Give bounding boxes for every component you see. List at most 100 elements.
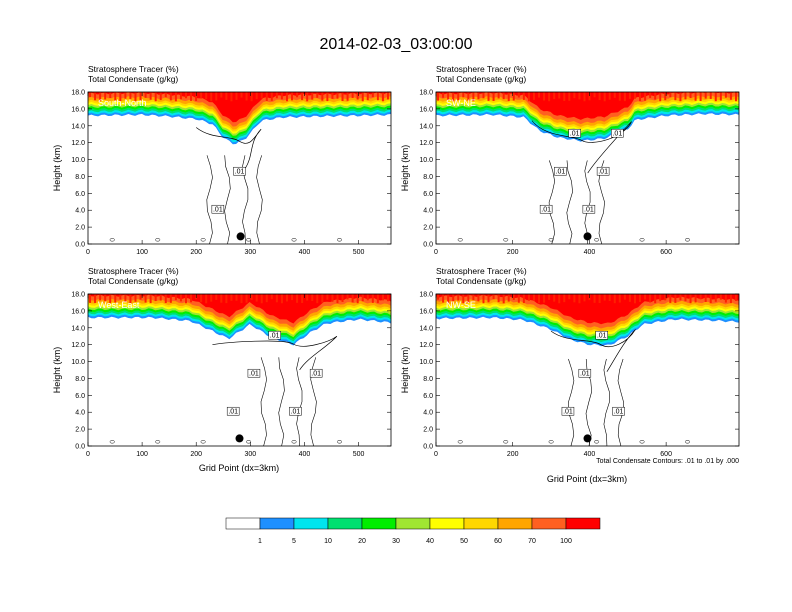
condensate-contour-cell: [109, 238, 115, 242]
tracer-streak: [265, 294, 268, 303]
contour-label: .01: [570, 131, 580, 138]
tracer-streak: [517, 92, 520, 98]
tracer-streak: [99, 294, 102, 301]
colorbar-label: 10: [324, 538, 332, 545]
y-tick-label: 10.0: [419, 359, 433, 366]
contour-label: .01: [228, 409, 238, 416]
plot-frame: [435, 293, 740, 447]
tracer-streak: [578, 294, 581, 304]
tracer-streak: [104, 92, 107, 100]
tracer-streak: [472, 294, 475, 301]
tracer-streak: [729, 92, 732, 100]
tracer-streak: [598, 92, 601, 101]
tracer-streak: [190, 92, 193, 101]
tracer-streak: [149, 294, 152, 304]
tracer-streak: [230, 92, 233, 102]
tracer-streak: [356, 294, 359, 304]
tracer-streak: [482, 92, 485, 99]
tracer-streak: [694, 92, 697, 101]
condensate-contour-column: [224, 155, 231, 244]
colorbar-label: 50: [460, 538, 468, 545]
condensate-contour-column: [260, 357, 267, 446]
contour-label-box: [554, 166, 567, 176]
tracer-streak: [679, 294, 682, 301]
y-tick-label: 8.0: [75, 174, 85, 181]
y-tick-label: 8.0: [423, 174, 433, 181]
tracer-streak: [129, 294, 132, 304]
panel-header-line: Total Condensate (g/kg): [88, 74, 178, 84]
tracer-streak: [296, 294, 299, 303]
y-tick-label: 12.0: [71, 140, 85, 147]
tracer-streak: [169, 294, 172, 303]
tracer-streak: [492, 294, 495, 300]
y-axis-label: Height (km): [52, 145, 62, 192]
tracer-streak: [366, 92, 369, 101]
colorbar: 1 5 10 20 30 40 50 60 70 100: [225, 517, 601, 545]
y-tick-label: 0.0: [75, 444, 85, 451]
panel-header-line: Stratosphere Tracer (%): [436, 266, 527, 276]
contour-label: .01: [614, 409, 624, 416]
tracer-streak: [179, 294, 182, 302]
tracer-streak: [210, 294, 213, 302]
tracer-streak: [507, 92, 510, 102]
condensate-contour-column: [278, 357, 285, 446]
tracer-streak: [371, 92, 374, 98]
plot-frame: [87, 91, 392, 245]
tracer-streak: [538, 294, 541, 304]
y-tick-label: 16.0: [71, 106, 85, 113]
y-tick-label: 2.0: [75, 225, 85, 232]
y-tick-label: 6.0: [75, 393, 85, 400]
x-tick-label: 600: [660, 451, 672, 458]
tracer-streak: [674, 92, 677, 101]
tracer-streak: [326, 92, 329, 102]
tracer-streak: [336, 92, 339, 99]
storm-center-marker: [583, 434, 592, 443]
y-tick-label: 16.0: [419, 106, 433, 113]
tracer-streak: [386, 294, 389, 302]
y-tick-label: 18.0: [71, 292, 85, 299]
tracer-streak: [265, 92, 268, 101]
tracer-streak: [291, 294, 294, 301]
tracer-streak: [477, 294, 480, 302]
condensate-contour-cell: [200, 440, 206, 444]
tracer-streak: [462, 92, 465, 98]
y-tick-label: 16.0: [71, 308, 85, 315]
tracer-streak: [709, 92, 712, 99]
tracer-streak: [376, 92, 379, 101]
colorbar-swatch: [225, 517, 261, 530]
tracer-streak: [225, 294, 228, 304]
tracer-streak: [139, 294, 142, 300]
tracer-streak: [538, 92, 541, 98]
contour-label-box: [612, 406, 625, 416]
field: [88, 92, 391, 244]
tracer-streak: [553, 92, 556, 100]
tracer-streak: [437, 294, 440, 300]
tracer-streak: [482, 294, 485, 304]
tracer-streak: [174, 294, 177, 301]
tracer-streak: [558, 92, 561, 99]
tracer-streak: [684, 294, 687, 302]
tracer-streak: [664, 294, 667, 301]
panel-south-north: Stratosphere Tracer (%)Total Condensate …: [52, 64, 392, 256]
panel-name: SW-NE: [446, 98, 476, 108]
y-tick-label: 12.0: [419, 140, 433, 147]
contour-label-box: [268, 330, 281, 340]
tracer-streak: [164, 294, 167, 304]
x-tick-label: 500: [353, 451, 365, 458]
panel-header-line: Stratosphere Tracer (%): [436, 64, 527, 74]
tracer-streak: [608, 92, 611, 100]
tracer-streak: [301, 294, 304, 304]
tracer-streak: [184, 294, 187, 304]
condensate-contour-cell: [548, 440, 554, 444]
tracer-streak: [200, 92, 203, 99]
tracer-streak: [563, 294, 566, 303]
tracer-streak: [376, 294, 379, 303]
tracer-streak: [628, 92, 631, 99]
contour-label: .01: [235, 169, 245, 176]
tracer-streak: [724, 92, 727, 98]
colorbar-swatch: [293, 517, 329, 530]
condensate-contour-anvil: [531, 120, 632, 174]
condensate-contour-column: [296, 357, 303, 446]
tracer-streak: [603, 294, 606, 301]
tracer-streak: [149, 92, 152, 100]
